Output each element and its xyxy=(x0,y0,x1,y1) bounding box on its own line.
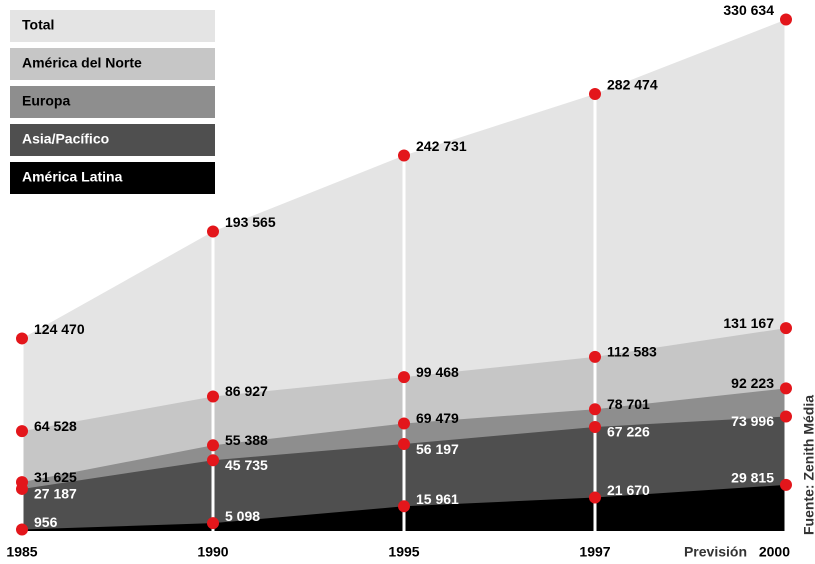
value-label: 112 583 xyxy=(607,344,657,360)
value-label: 56 197 xyxy=(416,441,459,457)
value-label: 55 388 xyxy=(225,432,268,448)
legend-label: América del Norte xyxy=(22,55,142,71)
point xyxy=(398,417,410,430)
point xyxy=(589,350,601,363)
point xyxy=(398,438,410,451)
value-label: 15 961 xyxy=(416,491,459,507)
legend-swatch xyxy=(10,162,215,194)
point xyxy=(780,478,792,491)
point xyxy=(398,371,410,384)
point xyxy=(16,332,28,345)
point xyxy=(207,225,219,238)
value-label: 21 670 xyxy=(607,482,650,498)
legend-swatch xyxy=(10,48,215,80)
value-label: 29 815 xyxy=(731,470,774,486)
point xyxy=(16,425,28,438)
value-label: 73 996 xyxy=(731,413,774,429)
value-label: 69 479 xyxy=(416,410,459,426)
value-label: 124 470 xyxy=(34,321,85,337)
value-label: 282 474 xyxy=(607,77,658,93)
point xyxy=(780,322,792,335)
x-tick-label: 1985 xyxy=(6,544,37,560)
point xyxy=(398,500,410,513)
source: Fuente: Zenith Média xyxy=(801,395,815,535)
x-tick-label: 1995 xyxy=(388,544,419,560)
value-label: 64 528 xyxy=(34,418,77,434)
x-tick-label: 2000 xyxy=(759,544,790,560)
point xyxy=(207,517,219,530)
value-label: 78 701 xyxy=(607,396,650,412)
value-label: 131 167 xyxy=(723,315,774,331)
point xyxy=(780,382,792,395)
value-label: 86 927 xyxy=(225,383,268,399)
legend-swatch xyxy=(10,10,215,42)
forecast-label: Previsión xyxy=(684,544,747,560)
point xyxy=(398,149,410,162)
legend-swatch xyxy=(10,86,215,118)
legend-label: Total xyxy=(22,17,54,33)
point xyxy=(589,87,601,100)
point xyxy=(207,454,219,467)
point xyxy=(589,420,601,433)
value-label: 193 565 xyxy=(225,214,276,230)
point xyxy=(780,410,792,423)
value-label: 99 468 xyxy=(416,364,459,380)
point xyxy=(16,482,28,495)
legend-label: Europa xyxy=(22,93,70,109)
x-tick-label: 1997 xyxy=(579,544,610,560)
value-label: 330 634 xyxy=(723,2,774,18)
point xyxy=(207,439,219,452)
value-label: 242 731 xyxy=(416,138,467,154)
x-tick-label: 1990 xyxy=(197,544,228,560)
legend-label: América Latina xyxy=(22,169,123,185)
value-label: 92 223 xyxy=(731,375,774,391)
value-label: 27 187 xyxy=(34,486,77,502)
value-label: 5 098 xyxy=(225,508,260,524)
point xyxy=(16,523,28,536)
value-label: 31 625 xyxy=(34,469,77,485)
value-label: 45 735 xyxy=(225,457,268,473)
legend-label: Asia/Pacífico xyxy=(22,131,109,147)
point xyxy=(207,390,219,403)
value-label: 67 226 xyxy=(607,424,650,440)
point xyxy=(589,491,601,504)
legend-swatch xyxy=(10,124,215,156)
point xyxy=(589,403,601,416)
value-label: 956 xyxy=(34,514,58,530)
point xyxy=(780,13,792,26)
